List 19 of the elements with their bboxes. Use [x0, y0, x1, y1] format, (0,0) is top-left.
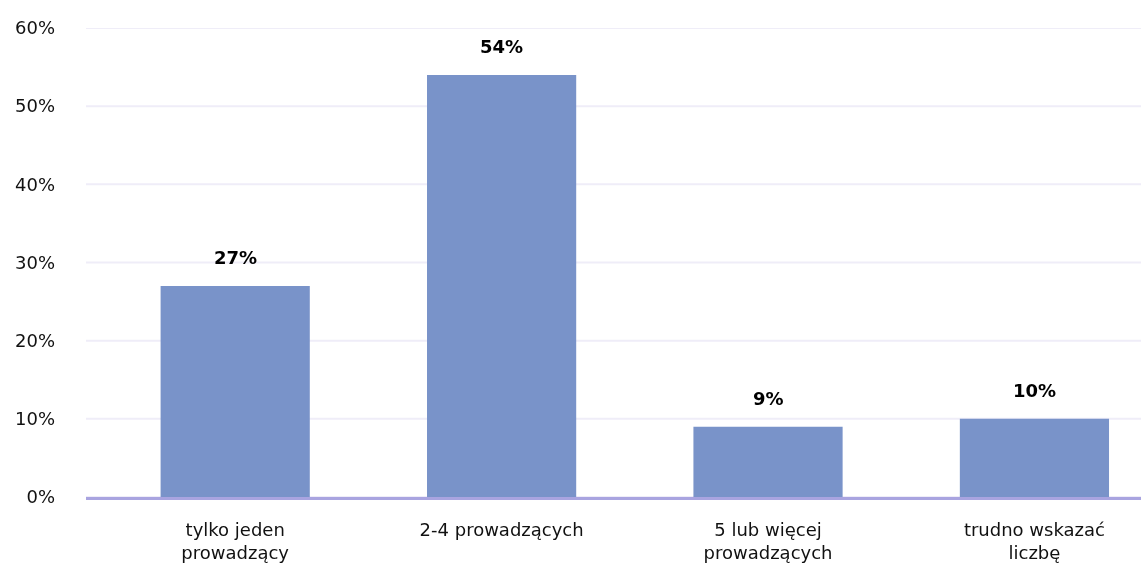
bar [693, 426, 843, 497]
y-tick-label: 30% [14, 251, 55, 273]
x-tick-label: 5 lub więcej prowadzących [703, 518, 833, 563]
data-label: 9% [753, 388, 784, 409]
data-label: 54% [480, 36, 524, 57]
y-tick-label: 50% [14, 95, 55, 117]
x-tick-label: trudno wskazać liczbę [963, 518, 1105, 563]
x-tick-label: tylko jeden prowadzący [181, 518, 290, 563]
y-tick-label: 0% [26, 486, 55, 508]
y-tick-label: 20% [14, 329, 55, 351]
data-label: 10% [1013, 380, 1057, 401]
bar [160, 285, 310, 497]
y-tick-label: 10% [14, 408, 55, 430]
bar [959, 418, 1110, 497]
bar [427, 74, 577, 497]
y-tick-label: 60% [14, 17, 55, 39]
x-tick-label: 2-4 prowadzących [419, 518, 584, 540]
y-tick-label: 40% [14, 173, 55, 195]
data-label: 27% [214, 247, 258, 268]
